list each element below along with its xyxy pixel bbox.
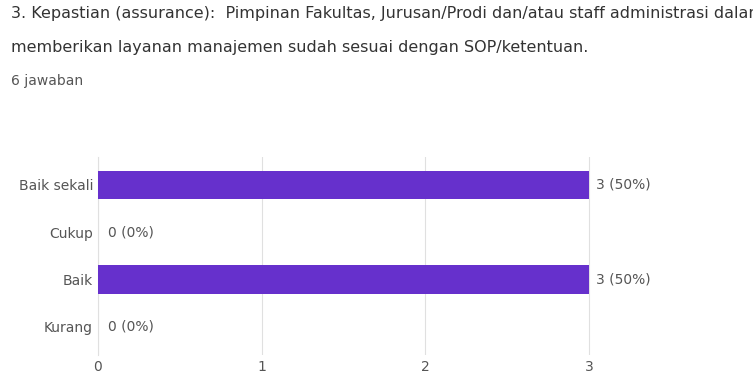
Text: 3 (50%): 3 (50%) [596, 273, 650, 286]
Text: memberikan layanan manajemen sudah sesuai dengan SOP/ketentuan.: memberikan layanan manajemen sudah sesua… [11, 40, 589, 55]
Text: 6 jawaban: 6 jawaban [11, 74, 84, 89]
Text: 3. Kepastian (assurance):  Pimpinan Fakultas, Jurusan/Prodi dan/atau staff admin: 3. Kepastian (assurance): Pimpinan Fakul… [11, 6, 753, 21]
Text: 0 (0%): 0 (0%) [108, 225, 154, 239]
Bar [98, 265, 589, 294]
Text: 3 (50%): 3 (50%) [596, 178, 650, 192]
Bar [98, 171, 589, 199]
Text: 0 (0%): 0 (0%) [108, 320, 154, 334]
